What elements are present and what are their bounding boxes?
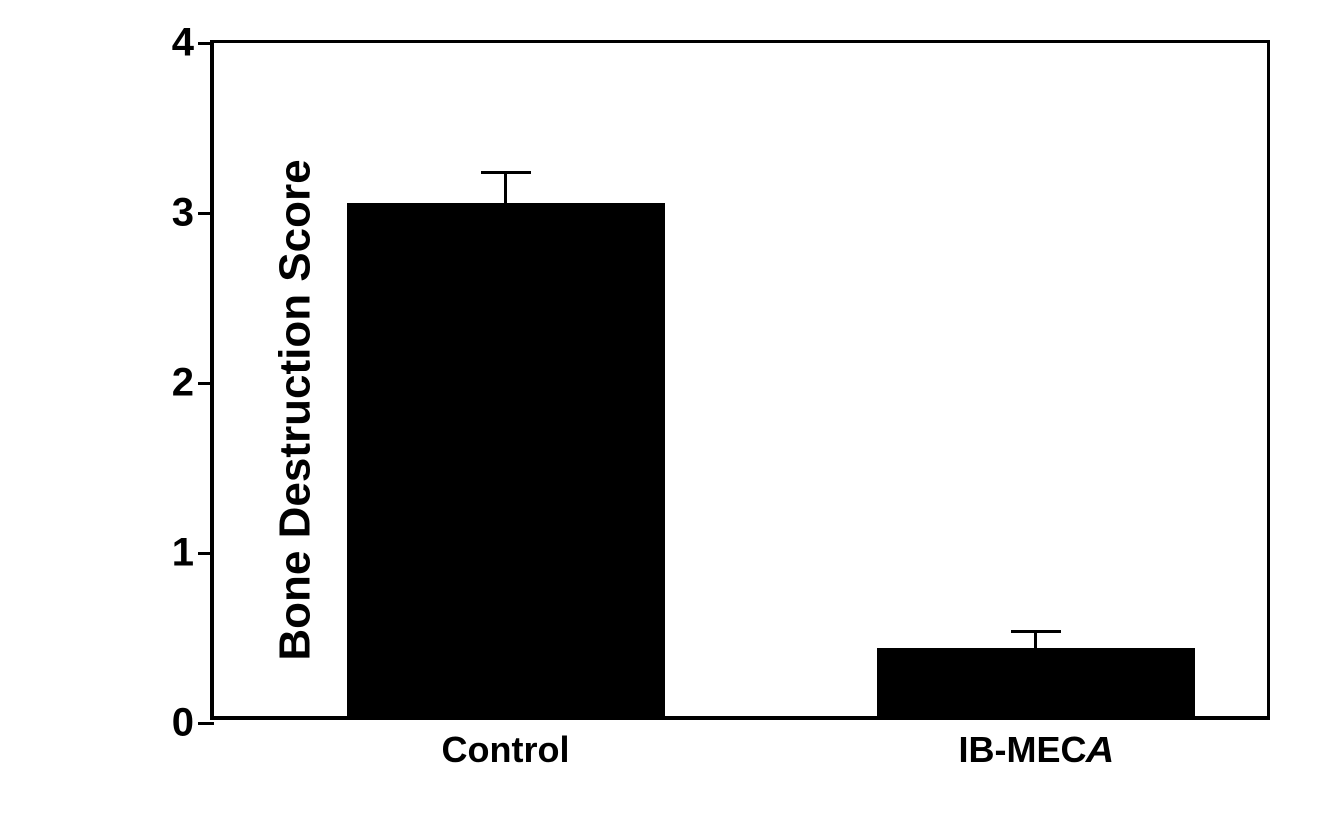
y-tick-label: 4 <box>149 21 194 66</box>
chart-container: Bone Destruction Score 01234ControlIB-ME… <box>60 20 1300 800</box>
y-tick-label: 2 <box>149 361 194 406</box>
error-bar <box>504 172 507 203</box>
bar-control <box>347 203 665 716</box>
error-bar <box>1034 631 1037 648</box>
x-label-control: Control <box>442 729 570 771</box>
error-cap <box>481 171 531 174</box>
bar-ib-meca <box>877 648 1195 716</box>
y-tick <box>198 382 214 385</box>
y-tick <box>198 42 214 45</box>
plot-area: 01234ControlIB-MECA <box>210 40 1270 720</box>
y-tick <box>198 552 214 555</box>
y-tick <box>198 212 214 215</box>
error-cap <box>1011 630 1061 633</box>
y-tick-label: 0 <box>149 701 194 746</box>
y-tick-label: 1 <box>149 531 194 576</box>
y-tick <box>198 722 214 725</box>
x-label-ib-meca: IB-MECA <box>959 729 1113 771</box>
y-tick-label: 3 <box>149 191 194 236</box>
